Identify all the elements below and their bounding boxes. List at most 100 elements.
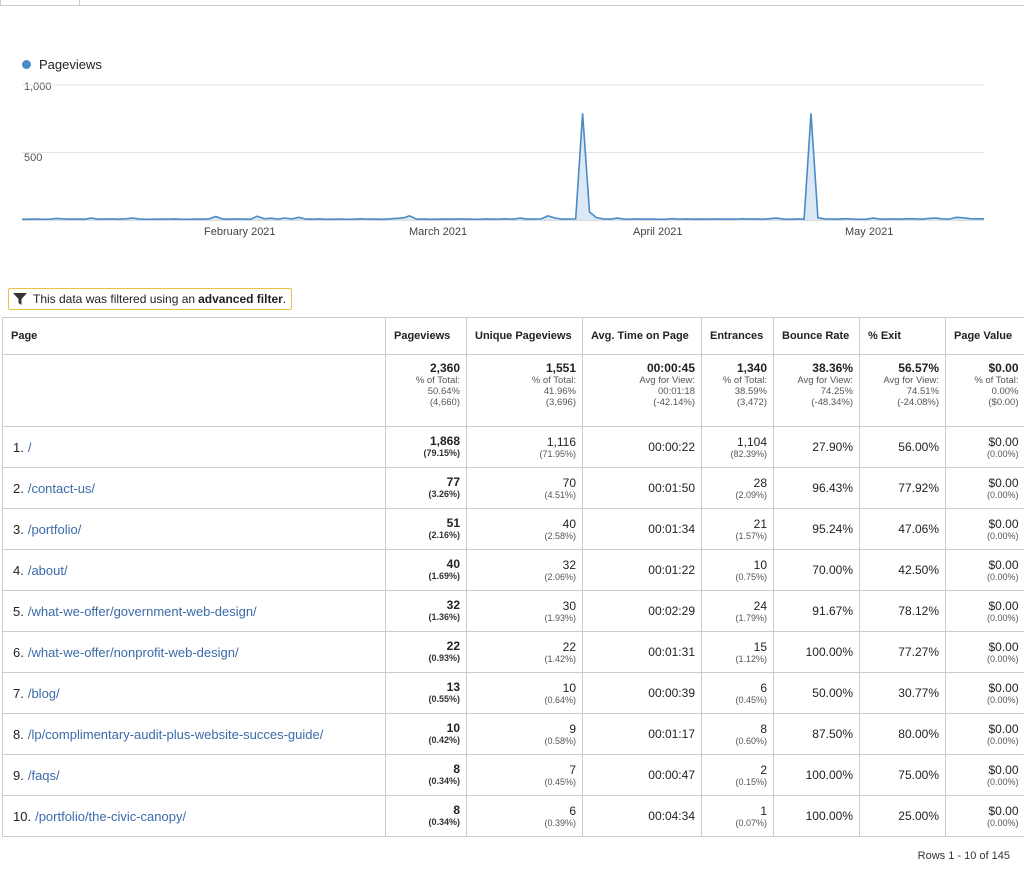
pageviews-data-point[interactable]	[878, 217, 882, 221]
pageviews-data-point[interactable]	[906, 217, 910, 221]
pageviews-data-point[interactable]	[484, 217, 488, 221]
pageviews-data-point[interactable]	[934, 216, 938, 220]
pageviews-data-point[interactable]	[117, 217, 121, 221]
pageviews-data-point[interactable]	[505, 217, 509, 221]
report-tab[interactable]	[0, 0, 80, 6]
pageviews-data-point[interactable]	[338, 217, 342, 221]
pageviews-data-point[interactable]	[138, 217, 142, 221]
pageviews-data-point[interactable]	[768, 217, 772, 221]
pageviews-data-point[interactable]	[415, 217, 419, 221]
pageviews-data-point[interactable]	[650, 217, 654, 221]
pageviews-data-point[interactable]	[857, 217, 861, 221]
pageviews-data-point[interactable]	[214, 215, 218, 219]
chart-legend[interactable]: Pageviews	[22, 57, 102, 72]
page-link[interactable]: /portfolio/the-civic-canopy/	[35, 808, 187, 824]
pageviews-data-point[interactable]	[290, 217, 294, 221]
pageviews-data-point[interactable]	[131, 216, 135, 220]
pageviews-data-point[interactable]	[366, 217, 370, 221]
pageviews-data-point[interactable]	[574, 217, 578, 221]
pageviews-data-point[interactable]	[788, 217, 792, 221]
pageviews-data-point[interactable]	[546, 214, 550, 218]
pageviews-data-point[interactable]	[982, 217, 986, 221]
page-link[interactable]: /portfolio/	[27, 521, 82, 537]
pageviews-data-point[interactable]	[851, 217, 855, 221]
pageviews-data-point[interactable]	[560, 217, 564, 221]
pageviews-data-point[interactable]	[594, 216, 598, 220]
page-link[interactable]: /faqs/	[27, 767, 60, 783]
pageviews-data-point[interactable]	[643, 217, 647, 221]
pageviews-data-point[interactable]	[387, 217, 391, 221]
pageviews-data-point[interactable]	[276, 217, 280, 221]
pageviews-data-point[interactable]	[837, 217, 841, 221]
pageviews-data-point[interactable]	[82, 217, 86, 221]
pageviews-data-point[interactable]	[269, 216, 273, 220]
pageviews-data-point[interactable]	[539, 217, 543, 221]
pageviews-data-point[interactable]	[532, 217, 536, 221]
page-link[interactable]: /contact-us/	[27, 480, 96, 496]
pageviews-data-point[interactable]	[179, 217, 183, 221]
pageviews-data-point[interactable]	[608, 217, 612, 221]
pageviews-data-point[interactable]	[124, 217, 128, 221]
pageviews-data-point[interactable]	[920, 217, 924, 221]
pageviews-data-point[interactable]	[705, 217, 709, 221]
pageviews-data-point[interactable]	[262, 217, 266, 221]
pageviews-data-point[interactable]	[712, 217, 716, 221]
pageviews-data-point[interactable]	[48, 217, 52, 221]
pageviews-data-point[interactable]	[802, 217, 806, 221]
pageviews-data-point[interactable]	[927, 216, 931, 220]
pageviews-data-point[interactable]	[657, 217, 661, 221]
pageviews-data-point[interactable]	[470, 217, 474, 221]
pageviews-data-point[interactable]	[636, 217, 640, 221]
pageviews-data-point[interactable]	[359, 217, 363, 221]
pageviews-data-point[interactable]	[325, 217, 329, 221]
pageviews-data-point[interactable]	[158, 217, 162, 221]
pageviews-data-point[interactable]	[449, 217, 453, 221]
pageviews-data-point[interactable]	[394, 216, 398, 220]
pageviews-data-point[interactable]	[823, 217, 827, 221]
pageviews-data-point[interactable]	[193, 217, 197, 221]
pageviews-data-point[interactable]	[207, 217, 211, 221]
pageviews-data-point[interactable]	[726, 217, 730, 221]
pageviews-data-point[interactable]	[255, 214, 259, 218]
pageviews-data-point[interactable]	[304, 217, 308, 221]
pageviews-data-point[interactable]	[678, 217, 682, 221]
pageviews-data-point[interactable]	[75, 217, 79, 221]
pageviews-data-point[interactable]	[892, 217, 896, 221]
header-exit[interactable]: % Exit	[859, 317, 946, 355]
pageviews-data-point[interactable]	[588, 210, 592, 214]
pageviews-data-point[interactable]	[518, 216, 522, 220]
pageviews-data-point[interactable]	[511, 217, 515, 221]
pageviews-data-point[interactable]	[311, 217, 315, 221]
pageviews-data-point[interactable]	[401, 216, 405, 220]
pageviews-data-point[interactable]	[816, 216, 820, 220]
pageviews-data-point[interactable]	[844, 217, 848, 221]
pageviews-data-point[interactable]	[968, 217, 972, 221]
pageviews-data-point[interactable]	[103, 217, 107, 221]
pageviews-data-point[interactable]	[463, 217, 467, 221]
header-avg-time-on-page[interactable]: Avg. Time on Page	[582, 317, 702, 355]
pageviews-data-point[interactable]	[186, 217, 190, 221]
pageviews-data-point[interactable]	[761, 217, 765, 221]
pageviews-data-point[interactable]	[172, 217, 176, 221]
pageviews-data-point[interactable]	[525, 217, 529, 221]
pageviews-data-point[interactable]	[331, 217, 335, 221]
pageviews-data-point[interactable]	[830, 217, 834, 221]
header-bounce-rate[interactable]: Bounce Rate	[773, 317, 860, 355]
pageviews-data-point[interactable]	[740, 217, 744, 221]
pageviews-data-point[interactable]	[41, 217, 45, 221]
pageviews-data-point[interactable]	[615, 216, 619, 220]
pageviews-data-point[interactable]	[664, 217, 668, 221]
page-link[interactable]: /blog/	[27, 685, 60, 701]
header-pageviews[interactable]: Pageviews	[385, 317, 467, 355]
pageviews-data-point[interactable]	[601, 217, 605, 221]
pageviews-data-point[interactable]	[228, 217, 232, 221]
pageviews-data-point[interactable]	[345, 217, 349, 221]
pageviews-data-point[interactable]	[871, 216, 875, 220]
pageviews-data-point[interactable]	[941, 217, 945, 221]
pageviews-data-point[interactable]	[947, 217, 951, 221]
pageviews-data-point[interactable]	[719, 217, 723, 221]
pageviews-data-point[interactable]	[428, 217, 432, 221]
pageviews-data-point[interactable]	[408, 214, 412, 218]
pageviews-data-point[interactable]	[899, 217, 903, 221]
pageviews-data-point[interactable]	[318, 217, 322, 221]
